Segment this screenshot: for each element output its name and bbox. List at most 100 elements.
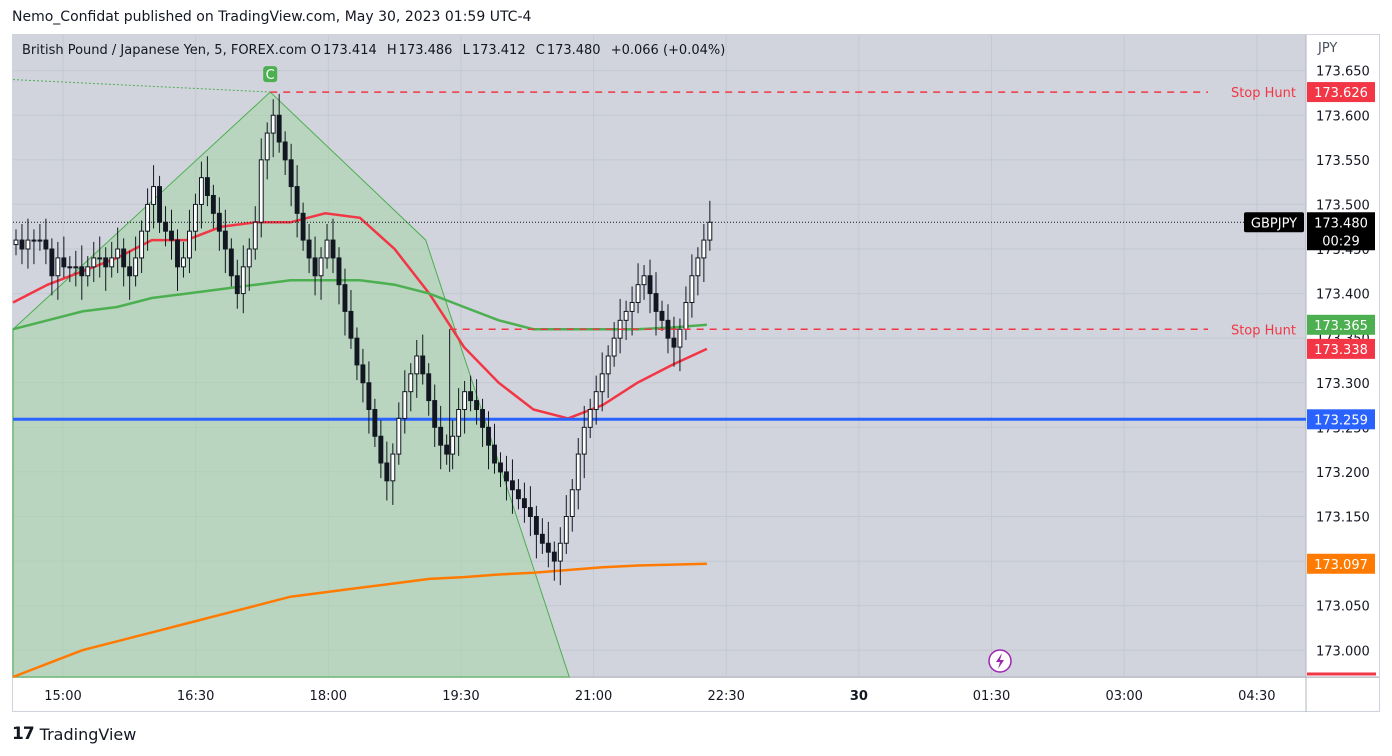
y-tick-label: 173.500	[1316, 198, 1370, 213]
y-tick-label: 173.650	[1316, 65, 1370, 80]
candle-body	[222, 230, 228, 250]
candle-body	[276, 114, 282, 143]
price-tag	[1307, 212, 1375, 251]
price-tag	[1307, 314, 1375, 335]
price-tag-label: 173.259	[1314, 413, 1368, 428]
candle-body	[492, 444, 497, 464]
candle-body	[504, 471, 509, 482]
tradingview-logo-icon: 17	[12, 724, 35, 744]
candle-body	[252, 221, 258, 250]
candle-body	[695, 257, 701, 277]
candle-body	[372, 409, 378, 437]
legend-low: 173.412	[471, 43, 526, 58]
candle-body	[169, 230, 174, 241]
price-tag	[1307, 409, 1375, 430]
legend-symbol: British Pound / Japanese Yen, 5, FOREX.c…	[22, 43, 307, 58]
candle-body	[647, 275, 653, 295]
candle-body	[198, 177, 204, 205]
x-tick-label: 21:00	[575, 689, 612, 704]
countdown-timer: 00:29	[1322, 234, 1359, 249]
x-tick-label: 01:30	[973, 689, 1010, 704]
symbol-badge	[1244, 212, 1304, 233]
candle-body	[163, 221, 168, 232]
candle-body	[151, 186, 157, 205]
price-tag-label: 173.097	[1314, 558, 1368, 573]
candle-body	[127, 266, 133, 277]
candle-body	[312, 257, 318, 277]
ema_mid-line	[12, 278, 707, 331]
candle-body	[462, 391, 468, 410]
legend-change: +0.066 (+0.04%)	[610, 43, 726, 58]
candle-body	[378, 435, 384, 464]
candle-body	[474, 400, 480, 411]
candle-body	[456, 409, 462, 437]
candle-body	[581, 426, 587, 455]
candle-body	[31, 239, 37, 242]
legend-close: 173.480	[546, 43, 601, 58]
price-tag	[1307, 338, 1375, 359]
candle-body	[438, 426, 444, 446]
candle-body	[348, 310, 354, 339]
y-tick-label: 173.300	[1316, 377, 1370, 392]
legend-open: 173.414	[322, 43, 377, 58]
candle-body	[360, 364, 366, 384]
price-tag	[1307, 553, 1375, 574]
y-tick-label: 173.000	[1316, 644, 1370, 659]
candle-body	[420, 355, 426, 375]
candle-body	[204, 177, 210, 197]
candle-body	[55, 257, 61, 277]
candle-body	[587, 409, 593, 428]
x-tick-label: 30	[850, 689, 868, 704]
currency-label: JPY	[1318, 41, 1338, 56]
x-tick-label: 04:30	[1238, 689, 1275, 704]
ema_slow-line	[12, 562, 707, 679]
candle-body	[324, 239, 330, 259]
candle-body	[103, 257, 109, 268]
candle-body	[557, 542, 563, 562]
candle-body	[354, 337, 360, 366]
candle-body	[228, 248, 234, 277]
candle-body	[67, 266, 73, 269]
candle-body	[629, 302, 635, 312]
candle-body	[545, 542, 551, 553]
y-tick-label: 173.550	[1316, 154, 1370, 169]
candle-body	[444, 444, 450, 455]
candle-body	[240, 266, 246, 295]
candle-body	[480, 409, 485, 428]
candle-body	[486, 426, 491, 446]
candle-body	[396, 417, 402, 455]
candle-body	[683, 302, 689, 330]
y-tick-label: 173.600	[1316, 109, 1370, 124]
footer-brand: TradingView	[39, 724, 137, 744]
candle-body	[61, 257, 67, 268]
candle-body	[623, 310, 629, 321]
candle-body	[521, 498, 527, 509]
candle-body	[677, 328, 683, 348]
candle-body	[13, 239, 19, 246]
candle-body	[575, 453, 581, 491]
candle-body	[569, 489, 575, 517]
harmonic-pattern-fill	[12, 91, 570, 678]
candle-body	[342, 284, 348, 312]
lightning-bolt-icon	[996, 653, 1004, 669]
candle-body	[79, 266, 85, 277]
candle-body	[689, 275, 695, 303]
candle-body	[306, 239, 312, 259]
candle-body	[264, 132, 270, 161]
candle-body	[671, 337, 677, 348]
point-c-marker	[263, 66, 278, 83]
legend-high: 173.486	[398, 43, 453, 58]
candle-body	[408, 373, 414, 393]
candle-body	[635, 284, 641, 303]
stop-hunt-label: Stop Hunt	[1231, 323, 1296, 338]
candle-body	[139, 230, 145, 259]
candle-body	[175, 239, 180, 268]
candle-body	[25, 239, 31, 250]
candle-body	[97, 257, 103, 260]
x-tick-label: 03:00	[1105, 689, 1142, 704]
candle-body	[133, 257, 139, 277]
candle-body	[468, 391, 474, 402]
legend-low-label: L	[462, 43, 470, 58]
candle-body	[282, 141, 288, 161]
